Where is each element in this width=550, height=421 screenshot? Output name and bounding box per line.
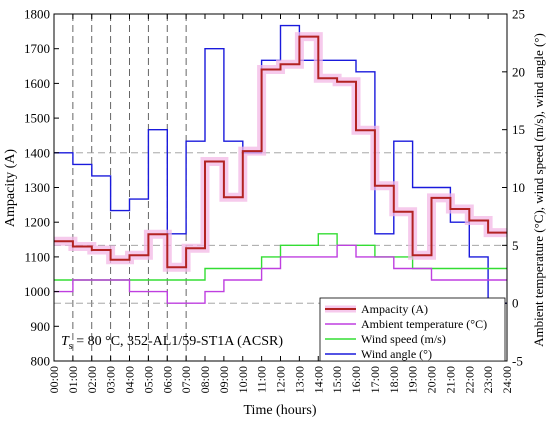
- left-y-tick-label: 1500: [24, 111, 50, 126]
- x-tick-label: 11:00: [255, 366, 269, 393]
- x-tick-label: 02:00: [85, 366, 99, 393]
- annotation-prefix: T: [61, 334, 70, 349]
- x-tick-label: 12:00: [274, 366, 288, 393]
- x-tick-label: 05:00: [141, 366, 155, 393]
- right-y-tick-label: 10: [512, 180, 525, 195]
- legend: Ampacity (A)Ambient temperature (°C)Wind…: [319, 297, 506, 362]
- x-tick-label: 18:00: [387, 366, 401, 393]
- x-tick-label: 03:00: [104, 366, 118, 393]
- right-y-tick-label: -5: [512, 354, 523, 369]
- x-tick-label: 04:00: [123, 366, 137, 393]
- left-y-tick-label: 1600: [24, 76, 50, 91]
- x-tick-label: 24:00: [500, 366, 514, 393]
- series-line-wind-angle: [54, 24, 507, 304]
- annotation-text: = 80 °C, 352-AL1/59-ST1A (ACSR): [73, 334, 284, 349]
- x-tick-label: 17:00: [368, 366, 382, 393]
- right-y-tick-label: 0: [512, 296, 519, 311]
- x-tick-label: 13:00: [292, 366, 306, 393]
- series-band-ampacity-a: [54, 32, 507, 272]
- right-axis-label: Ambient temperature (°C), wind speed (m/…: [531, 33, 546, 347]
- x-tick-label: 10:00: [236, 366, 250, 393]
- left-y-tick-label: 1700: [24, 41, 50, 56]
- left-y-tick-label: 1800: [24, 7, 50, 22]
- annotation-subscript: s: [69, 341, 73, 352]
- left-y-tick-label: 1000: [24, 284, 50, 299]
- right-y-tick-label: 20: [512, 64, 525, 79]
- left-axis-label: Ampacity (A): [3, 149, 18, 227]
- left-y-tick-label: 1100: [24, 249, 50, 264]
- x-tick-label: 06:00: [160, 366, 174, 393]
- series-line-ambient-temperature-c: [54, 244, 507, 304]
- x-tick-label: 07:00: [179, 366, 193, 393]
- left-y-tick-label: 1300: [24, 180, 50, 195]
- x-tick-label: 20:00: [425, 366, 439, 393]
- left-y-tick-label: 1200: [24, 215, 50, 230]
- legend-label-ambient-temperature-c: Ambient temperature (°C): [361, 317, 487, 331]
- x-tick-label: 14:00: [311, 366, 325, 393]
- left-y-tick-label: 800: [31, 354, 51, 369]
- right-y-tick-label: 15: [512, 122, 525, 137]
- x-tick-label: 15:00: [330, 366, 344, 393]
- x-axis-label: Time (hours): [244, 403, 317, 418]
- left-y-tick-label: 900: [31, 319, 51, 334]
- axes-layer: 00:00 01:00 02:00 03:00 04:00 05:00 06:00 07:00…: [24, 7, 525, 394]
- series-line-wind-speed-m-s: [54, 233, 507, 281]
- annotation: Ts = 80 °C, 352-AL1/59-ST1A (ACSR): [61, 334, 283, 352]
- x-tick-label: 19:00: [406, 366, 420, 393]
- x-tick-label: 00:00: [47, 366, 61, 393]
- legend-label-ampacity-a: Ampacity (A): [361, 302, 428, 316]
- svg-text:Ts = 80 °C, 352-AL1/59-ST1A (A: Ts = 80 °C, 352-AL1/59-ST1A (ACSR): [61, 334, 283, 352]
- x-tick-label: 09:00: [217, 366, 231, 393]
- x-tick-label: 23:00: [481, 366, 495, 393]
- series-line-ampacity-a: [54, 35, 507, 269]
- left-y-tick-label: 1400: [24, 145, 50, 160]
- series-layer: [54, 24, 507, 304]
- right-y-tick-label: 5: [512, 238, 519, 253]
- legend-label-wind-angle: Wind angle (°): [361, 347, 432, 361]
- x-tick-label: 22:00: [462, 366, 476, 393]
- x-tick-label: 08:00: [198, 366, 212, 393]
- legend-label-wind-speed-m-s: Wind speed (m/s): [361, 332, 446, 346]
- x-tick-label: 21:00: [443, 366, 457, 393]
- x-tick-label: 16:00: [349, 366, 363, 393]
- right-y-tick-label: 25: [512, 7, 525, 22]
- x-tick-label: 01:00: [66, 366, 80, 393]
